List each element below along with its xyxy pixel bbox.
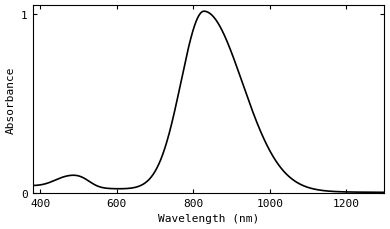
X-axis label: Wavelength (nm): Wavelength (nm) — [158, 213, 259, 224]
Y-axis label: Absorbance: Absorbance — [5, 66, 16, 133]
